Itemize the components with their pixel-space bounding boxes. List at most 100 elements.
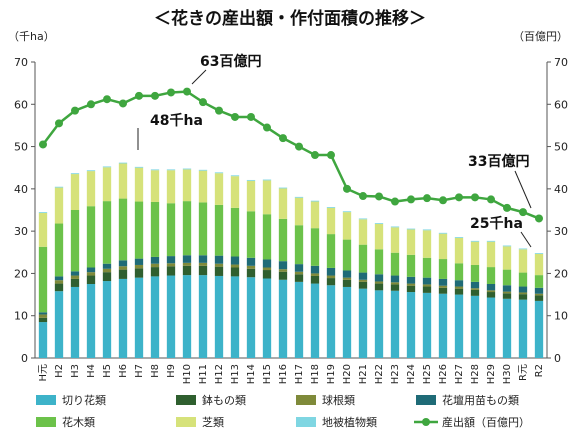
bar-segment [454, 286, 464, 289]
bar-segment [486, 267, 496, 284]
output-point [39, 140, 47, 149]
bar-segment [150, 170, 160, 202]
bar-segment [134, 277, 144, 358]
bar-segment [54, 283, 64, 292]
output-point [55, 119, 63, 128]
bar-segment [438, 232, 448, 234]
bar-segment [470, 281, 480, 289]
bar-segment [262, 267, 272, 271]
x-tick-label: H16 [278, 364, 289, 384]
bar-segment [438, 278, 448, 286]
output-point [183, 87, 191, 96]
bar-segment [278, 188, 288, 219]
bar-segment [214, 172, 224, 174]
output-point [295, 142, 303, 151]
bar-segment [502, 285, 512, 292]
bar-segment [358, 288, 368, 358]
left-tick-label: 50 [14, 141, 28, 154]
output-point [151, 91, 159, 100]
bar-segment [470, 289, 480, 296]
bar-segment [406, 228, 416, 230]
bar-segment [86, 284, 96, 358]
bar-segment [358, 219, 368, 245]
bar-segment [118, 162, 128, 164]
bar-segment [358, 272, 368, 280]
bar-segment [310, 228, 320, 266]
right-tick-label: 60 [554, 98, 568, 111]
bar-segment [390, 284, 400, 291]
bar-segment [374, 249, 384, 275]
x-tick-label: H6 [118, 364, 129, 378]
right-tick-label: 30 [554, 225, 568, 238]
bar-segment [70, 210, 80, 272]
bar-segment [534, 293, 544, 296]
bar-segment [294, 225, 304, 265]
bar-segment [438, 285, 448, 288]
right-tick-label: 50 [554, 141, 568, 154]
bar-segment [326, 285, 336, 358]
bar-segment [70, 286, 80, 358]
left-tick-label: 20 [14, 267, 28, 280]
bar-segment [422, 277, 432, 285]
output-line [42, 90, 540, 220]
bar-segment [150, 201, 160, 257]
bar-segment [102, 263, 112, 269]
bar-segment [294, 274, 304, 282]
bar-segment [294, 281, 304, 358]
output-point [103, 95, 111, 104]
x-tick-label: H21 [358, 364, 369, 384]
bar-segment [438, 287, 448, 294]
x-tick-label: H26 [438, 364, 449, 384]
bar-segment [118, 266, 128, 270]
output-point [503, 203, 511, 212]
bar-segment [134, 166, 144, 168]
bar-segment [214, 275, 224, 358]
annotation-last-area-leader [520, 231, 532, 248]
bar-segment [102, 272, 112, 282]
bar-segment [182, 262, 192, 266]
bar-segment [246, 277, 256, 358]
output-point [327, 151, 335, 160]
bar-segment [310, 273, 320, 276]
bar-segment [406, 276, 416, 284]
bar-segment [134, 258, 144, 265]
bar-segment [358, 244, 368, 273]
bar-segment [278, 271, 288, 280]
left-tick-label: 60 [14, 98, 28, 111]
output-point [199, 98, 207, 107]
bar-segment [294, 264, 304, 272]
legend-label: 球根類 [322, 393, 355, 407]
bar-segment [230, 176, 240, 208]
bar-segment [374, 283, 384, 291]
bar-segment [486, 297, 496, 358]
bar-segment [214, 266, 224, 276]
output-point [391, 197, 399, 206]
output-point [423, 194, 431, 203]
bar-segment [470, 240, 480, 242]
legend-label: 切り花類 [62, 394, 106, 407]
bar-segment [486, 240, 496, 242]
bar-segment [182, 168, 192, 170]
annotation-peak-output: 63百億円 [200, 53, 261, 70]
plot-area: 0 0 10 10 20 20 30 30 40 40 50 50 60 60 70 70 H元 H2 H3 H4 H5… [14, 56, 568, 384]
bar-segment [38, 212, 48, 213]
x-tick-label: H2 [54, 364, 65, 378]
bar-segment [454, 280, 464, 287]
bar-segment [86, 275, 96, 284]
bar-segment [102, 281, 112, 358]
bar-segment [438, 293, 448, 358]
bar-segment [278, 279, 288, 358]
bar-segment [406, 254, 416, 277]
bar-segment [358, 279, 368, 282]
annotation-last-output: 33百億円 [468, 153, 529, 170]
x-tick-label: R元 [518, 364, 529, 381]
bar-segment [214, 255, 224, 264]
bar-segment [214, 173, 224, 205]
right-tick-label: 0 [554, 352, 561, 365]
bar-segment [486, 284, 496, 291]
annotation-last-output-leader [514, 170, 532, 209]
bar-segment [470, 264, 480, 282]
bar-segment [166, 169, 176, 171]
bar-segment [214, 204, 224, 256]
bar-segment [278, 261, 288, 270]
